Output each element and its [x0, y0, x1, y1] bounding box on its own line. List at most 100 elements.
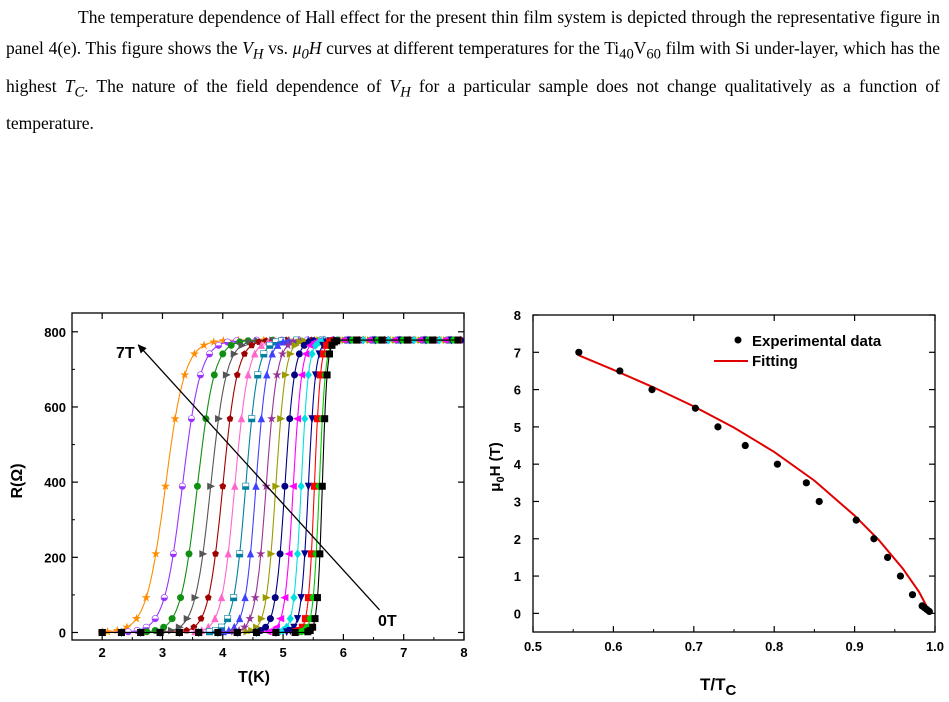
data-point — [185, 550, 193, 558]
data-point — [280, 593, 289, 602]
legend-label-experimental: Experimental data — [752, 333, 882, 350]
data-point-fill — [188, 418, 195, 422]
data-point — [177, 594, 185, 602]
data-point — [219, 350, 227, 358]
data-point — [272, 482, 281, 490]
series-curve-11 — [98, 336, 464, 636]
data-point — [323, 371, 331, 379]
data-point — [241, 350, 248, 357]
data-point — [231, 481, 239, 490]
data-point — [244, 370, 252, 379]
y-tick-label: 0 — [59, 625, 66, 640]
data-point — [852, 516, 860, 524]
data-point-fill — [206, 631, 213, 635]
text-segment: curves at different temperatures for the… — [321, 38, 620, 58]
data-point-fill — [206, 353, 213, 358]
data-point — [773, 460, 782, 468]
legend-marker-experimental — [734, 336, 742, 344]
data-point — [714, 423, 722, 431]
data-point — [117, 628, 125, 636]
data-point — [246, 549, 255, 558]
data-point — [219, 482, 227, 490]
data-point — [212, 550, 219, 557]
data-point — [193, 482, 201, 490]
data-point — [241, 593, 249, 602]
text-segment: vs. — [263, 38, 293, 58]
data-point — [313, 594, 321, 602]
x-tick-label: 8 — [460, 645, 467, 660]
x-tick-label: 4 — [219, 645, 227, 660]
x-tick-label: 1.0 — [926, 639, 944, 654]
data-point — [870, 535, 878, 543]
data-point — [131, 613, 141, 623]
data-point — [252, 481, 260, 490]
data-point — [262, 593, 271, 602]
data-point — [256, 549, 266, 558]
data-point — [156, 628, 164, 636]
data-point — [326, 350, 334, 358]
y-tick-label: 4 — [514, 457, 522, 472]
text-segment: for a particular sample does not change … — [6, 75, 940, 134]
data-point — [180, 370, 190, 379]
y-tick-label: 800 — [44, 325, 66, 340]
legend-label-fitting: Fitting — [752, 353, 798, 370]
data-point — [291, 628, 299, 636]
data-point — [141, 592, 151, 602]
data-point — [233, 371, 241, 378]
data-point — [283, 340, 293, 350]
data-point — [293, 615, 302, 624]
x-tick-label: 0.7 — [685, 639, 703, 654]
paragraph-text: The temperature dependence of Hall effec… — [6, 2, 940, 139]
data-point — [271, 594, 279, 602]
data-point — [308, 415, 316, 424]
y-tick-label: 2 — [514, 532, 521, 547]
y-tick-label: 0 — [514, 606, 521, 621]
data-point — [207, 482, 216, 490]
y-tick-label: 1 — [514, 569, 521, 584]
data-point — [250, 592, 260, 602]
data-point — [227, 341, 235, 349]
data-point — [160, 481, 171, 491]
data-point — [297, 481, 305, 491]
vh-symbol: VH — [389, 75, 411, 101]
y-axis-label: μ0H (T) — [487, 442, 507, 491]
data-point — [276, 550, 284, 558]
data-point — [297, 594, 305, 603]
data-point — [908, 591, 917, 599]
data-point — [353, 336, 361, 344]
data-point — [248, 341, 256, 349]
data-point — [263, 370, 271, 379]
series-curve-8 — [98, 335, 465, 636]
data-point-fill — [218, 627, 225, 631]
data-point-fill — [170, 553, 177, 558]
data-point — [175, 628, 183, 636]
text-segment: The temperature dependence of Hall effec… — [6, 7, 940, 58]
data-point — [296, 338, 305, 346]
data-point — [237, 414, 246, 423]
data-point — [272, 370, 282, 379]
data-point — [230, 350, 239, 358]
data-point-fill — [161, 597, 168, 601]
x-axis-label: T/TC — [700, 675, 737, 699]
data-point — [286, 350, 295, 358]
data-point — [378, 336, 386, 344]
data-point — [272, 628, 280, 636]
series-curve-17 — [98, 336, 462, 636]
y-tick-label: 3 — [514, 494, 521, 509]
data-point-fill — [179, 486, 186, 490]
data-point — [291, 341, 300, 349]
series-curve-15 — [98, 336, 463, 636]
x-tick-label: 0.6 — [604, 639, 622, 654]
data-point — [199, 550, 208, 558]
data-point-fill — [197, 374, 204, 379]
x-axis-label: T(K) — [238, 669, 270, 686]
y-tick-label: 400 — [44, 475, 66, 490]
data-point-fill — [248, 418, 255, 422]
text-segment: . The nature of the field dependence of — [84, 75, 390, 96]
data-point — [170, 413, 180, 423]
data-point — [281, 482, 289, 490]
data-point — [222, 371, 231, 379]
data-point — [286, 614, 294, 624]
data-point — [301, 550, 309, 559]
data-point — [403, 336, 411, 344]
